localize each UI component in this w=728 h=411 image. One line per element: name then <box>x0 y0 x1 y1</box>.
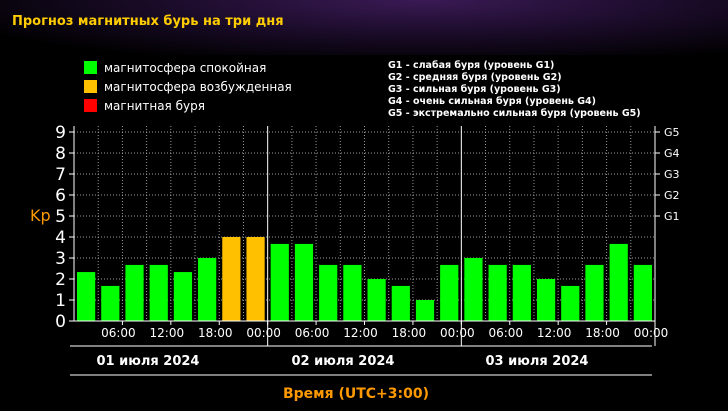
kp-bar <box>415 300 435 321</box>
kp-bar <box>270 243 289 321</box>
legend-swatch-storm <box>84 99 97 112</box>
y-tick-label: 8 <box>55 144 66 164</box>
g-level-label: G5 <box>664 126 680 139</box>
y-tick-label: 6 <box>55 186 66 206</box>
x-tick-label: 12:00 <box>150 326 185 340</box>
g-level-label: G2 <box>664 189 680 202</box>
kp-bar <box>173 272 193 321</box>
legend-label-storm: магнитная буря <box>104 99 205 113</box>
x-tick-label: 12:00 <box>537 326 572 340</box>
day-label-3: 03 июля 2024 <box>486 354 589 369</box>
kp-bar <box>125 264 144 321</box>
kp-bar <box>536 279 556 321</box>
legend-label-quiet: магнитосфера спокойная <box>104 61 266 75</box>
g-scale-g4: G4 - очень сильная буря (уровень G4) <box>388 96 596 107</box>
x-tick-label: 06:00 <box>101 326 136 340</box>
g-level-label: G3 <box>664 168 680 181</box>
kp-bar <box>149 264 168 321</box>
x-tick-label: 18:00 <box>585 326 620 340</box>
x-axis-label: Время (UTC+3:00) <box>283 386 429 402</box>
kp-bar <box>367 279 386 321</box>
legend-label-active: магнитосфера возбужденная <box>104 80 292 94</box>
kp-bar <box>440 264 459 321</box>
chart-grid <box>74 126 655 321</box>
y-axis-label: Kp <box>30 206 51 225</box>
kp-bar <box>391 285 410 321</box>
y-tick-label: 4 <box>55 228 66 248</box>
kp-bar <box>101 285 120 321</box>
kp-bar <box>609 243 628 321</box>
kp-bar <box>246 237 265 321</box>
kp-bar <box>294 243 314 321</box>
y-tick-label: 7 <box>55 165 66 185</box>
x-tick-label: 06:00 <box>295 326 330 340</box>
g-level-label: G4 <box>664 147 680 160</box>
kp-bar <box>464 258 483 321</box>
kp-bar <box>343 264 362 321</box>
header-background <box>0 0 728 55</box>
x-tick-label: 18:00 <box>392 326 427 340</box>
kp-bar <box>633 264 652 321</box>
g-scale-g2: G2 - средняя буря (уровень G2) <box>388 72 562 83</box>
g-scale-g1: G1 - слабая буря (уровень G1) <box>388 60 554 71</box>
x-tick-label: 00:00 <box>634 326 669 340</box>
y-tick-label: 2 <box>55 270 66 290</box>
x-tick-label: 06:00 <box>488 326 523 340</box>
y-tick-label: 1 <box>55 291 66 311</box>
legend-swatch-active <box>84 80 97 93</box>
kp-bar <box>319 264 338 321</box>
chart-bars <box>77 237 652 321</box>
day-label-1: 01 июля 2024 <box>97 354 200 369</box>
y-tick-label: 3 <box>55 249 66 269</box>
kp-bar <box>561 285 580 321</box>
kp-bar <box>222 237 241 321</box>
y-tick-label: 0 <box>55 312 66 332</box>
kp-bar <box>77 272 96 321</box>
day-label-2: 02 июля 2024 <box>292 354 395 369</box>
g-scale-g5: G5 - экстремально сильная буря (уровень … <box>388 108 641 119</box>
x-tick-label: 12:00 <box>343 326 378 340</box>
g-scale-g3: G3 - сильная буря (уровень G3) <box>388 84 561 95</box>
y-tick-label: 9 <box>55 123 66 143</box>
legend-swatch-quiet <box>84 61 97 74</box>
y-tick-label: 5 <box>55 207 66 227</box>
kp-bar <box>198 258 217 321</box>
x-tick-label: 18:00 <box>198 326 233 340</box>
x-tick-label: 00:00 <box>440 326 475 340</box>
g-level-label: G1 <box>664 210 680 223</box>
page-title: Прогноз магнитных бурь на три дня <box>12 14 284 29</box>
kp-bar <box>488 264 507 321</box>
kp-bar <box>512 264 531 321</box>
x-tick-label: 00:00 <box>246 326 281 340</box>
kp-bar <box>585 264 604 321</box>
